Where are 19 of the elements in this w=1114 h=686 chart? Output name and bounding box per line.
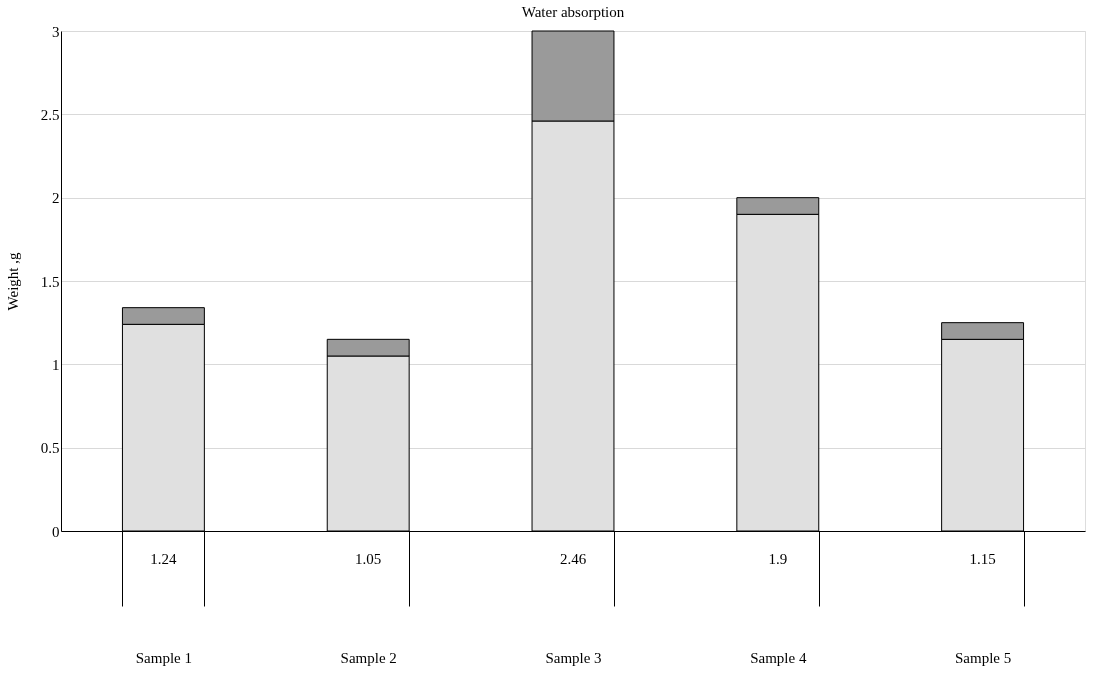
y-tick-label: 1 (52, 356, 60, 373)
y-tick-label: 2 (52, 190, 60, 207)
x-tick-label: Sample 5 (954, 649, 1012, 666)
x-tick-label: Sample 2 (340, 649, 397, 666)
data-label: 1.05 (355, 551, 382, 567)
x-tick-label: Sample 1 (135, 649, 193, 666)
y-tick-label: 1.5 (40, 273, 60, 290)
y-tick-label: 2.5 (40, 106, 60, 123)
data-label: 1.24 (150, 551, 178, 567)
x-tick-label: Sample 4 (750, 649, 807, 666)
y-tick-label: 0 (52, 523, 60, 540)
y-axis-title: Weight ,g (4, 252, 21, 311)
chart-title: Water absorption (521, 4, 625, 20)
data-label: 2.46 (559, 551, 587, 567)
data-label: 1.15 (969, 551, 996, 567)
y-tick-label: 0.5 (40, 440, 60, 457)
data-label: 1.9 (768, 551, 788, 567)
y-tick-label: 3 (52, 23, 60, 40)
x-tick-label: Sample 3 (545, 649, 602, 666)
